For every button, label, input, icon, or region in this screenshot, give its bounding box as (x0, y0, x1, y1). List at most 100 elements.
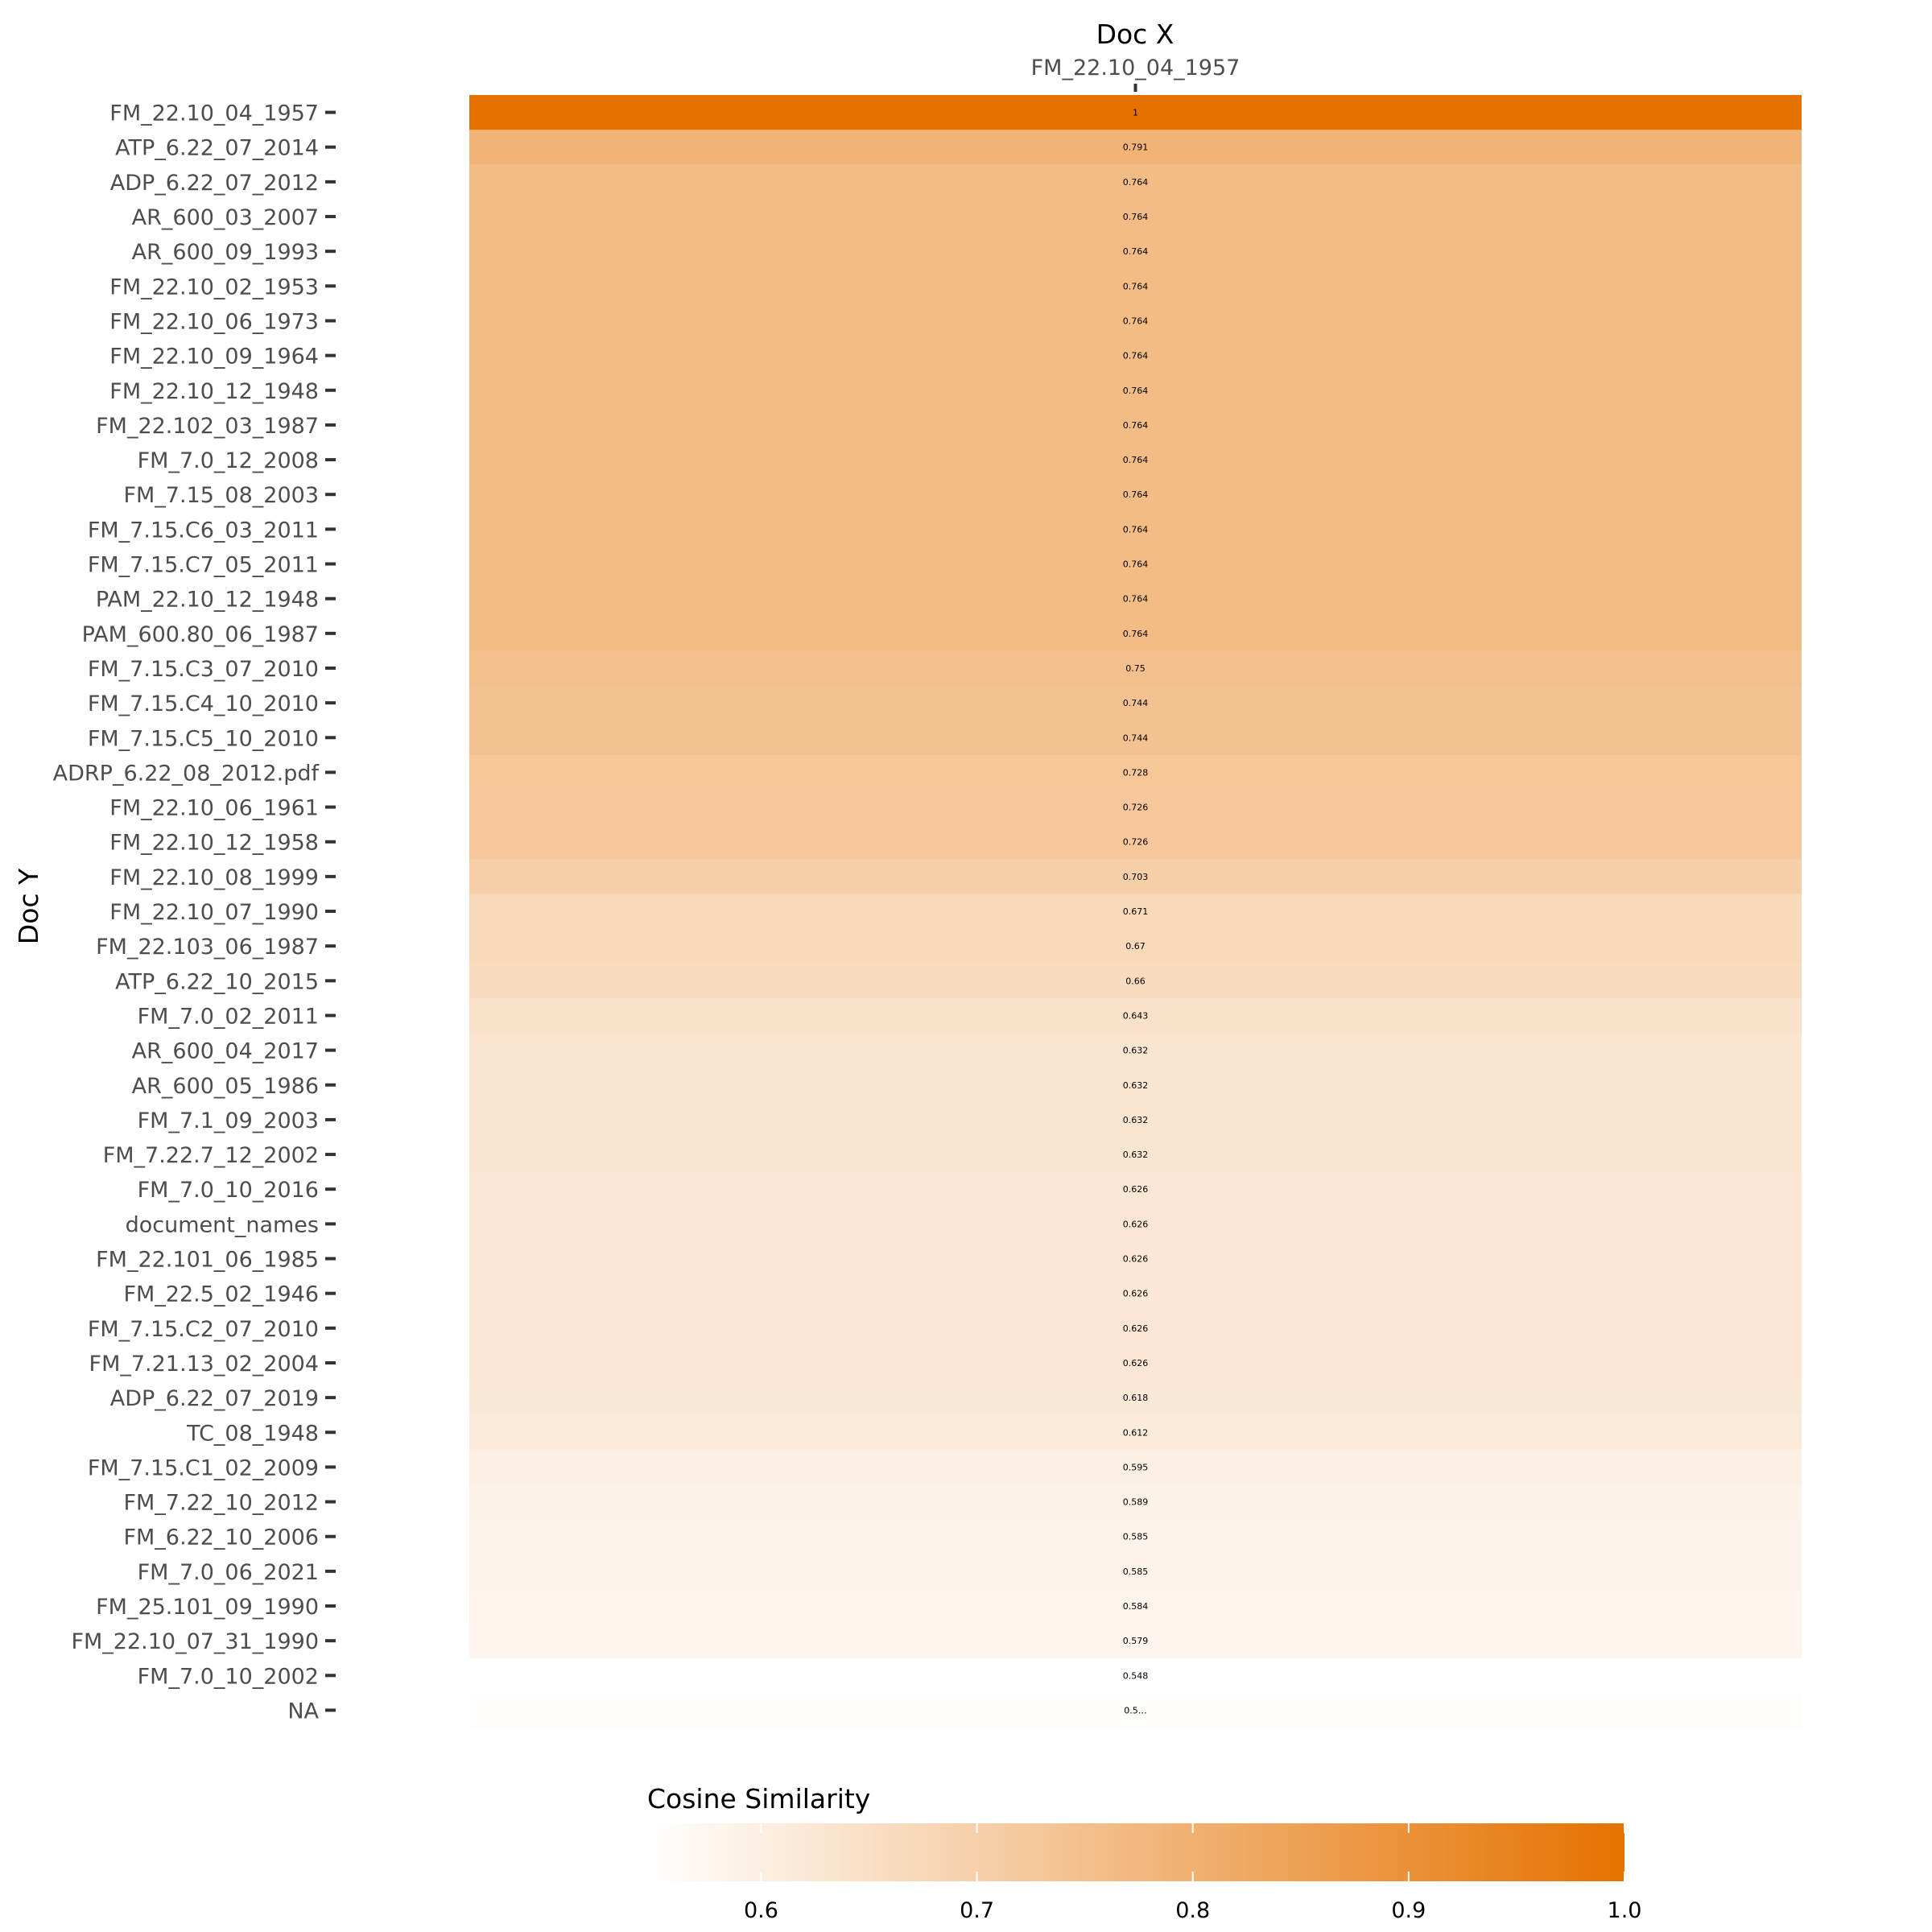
heatmap-cell (469, 859, 1802, 895)
cell-value-label: 0.632 (1123, 1046, 1149, 1056)
y-tick-label: FM_7.0_12_2008 (138, 448, 319, 473)
y-tick-label: FM_22.5_02_1946 (123, 1282, 319, 1307)
cell-value-label: 0.764 (1123, 351, 1149, 361)
cell-value-label: 0.632 (1123, 1115, 1149, 1125)
y-tick-label: ADRP_6.22_08_2012.pdf (53, 761, 320, 786)
heatmap-cell-labels: 1 0.791 0.764 0.764 0.764 0.764 0.764 0.764 0.76… (1123, 108, 1149, 1716)
heatmap-cell (469, 720, 1802, 756)
heatmap-cell (469, 1345, 1802, 1381)
cell-value-label: 0.626 (1123, 1254, 1149, 1265)
cell-value-label: 0.764 (1123, 246, 1149, 257)
heatmap-cell (469, 616, 1802, 651)
cell-value-label: 0.548 (1123, 1670, 1149, 1681)
y-tick-label: FM_7.15.C1_02_2009 (88, 1455, 319, 1480)
y-tick-label: ATP_6.22_10_2015 (115, 969, 319, 994)
heatmap-cell (469, 1623, 1802, 1659)
y-tick-label: FM_7.15.C2_07_2010 (88, 1317, 319, 1342)
heatmap-cell (469, 1102, 1802, 1138)
legend-tick-label: 0.9 (1391, 1898, 1426, 1923)
heatmap-cell (469, 511, 1802, 547)
heatmap-cell (469, 824, 1802, 860)
heatmap-cell (469, 1241, 1802, 1277)
y-tick-label: FM_22.101_06_1985 (96, 1248, 319, 1273)
heatmap-cell (469, 1380, 1802, 1416)
heatmap-cell (469, 338, 1802, 374)
legend: Cosine Similarity 0.6 0.7 0.8 0.9 1.0 (647, 1783, 1641, 1923)
cell-value-label: 0.764 (1123, 316, 1149, 326)
cell-value-label: 0.584 (1123, 1601, 1149, 1612)
cell-value-label: 0.589 (1123, 1497, 1149, 1508)
heatmap-cell (469, 130, 1802, 165)
cell-value-label: 0.744 (1123, 698, 1149, 708)
y-tick-label: PAM_600.80_06_1987 (82, 622, 319, 647)
y-tick-label: FM_22.102_03_1987 (96, 414, 319, 439)
heatmap-cell (469, 1519, 1802, 1554)
cell-value-label: 1 (1133, 108, 1138, 118)
y-axis-label: Doc Y (13, 868, 44, 944)
cell-value-label: 0.595 (1123, 1462, 1149, 1472)
y-tick-label: FM_7.0_10_2016 (138, 1178, 319, 1203)
heatmap-cell (469, 233, 1802, 270)
legend-colorbar (649, 1823, 1624, 1881)
y-tick-label: FM_7.22_10_2012 (123, 1491, 319, 1516)
cell-value-label: 0.728 (1123, 767, 1149, 778)
cell-value-label: 0.626 (1123, 1289, 1149, 1299)
heatmap-cell (469, 1067, 1802, 1103)
heatmap-cell (469, 373, 1802, 408)
y-tick-label: FM_22.10_07_31_1990 (71, 1629, 319, 1654)
y-tick-label: FM_7.15.C5_10_2010 (88, 726, 319, 751)
cell-value-label: 0.585 (1123, 1567, 1149, 1577)
cell-value-label: 0.579 (1123, 1636, 1149, 1646)
cell-value-label: 0.75 (1125, 663, 1146, 674)
legend-tick-label: 0.6 (744, 1898, 778, 1923)
legend-title: Cosine Similarity (647, 1783, 870, 1814)
y-tick-label: FM_7.0_02_2011 (138, 1004, 319, 1029)
cell-value-label: 0.618 (1123, 1393, 1149, 1403)
heatmap-cell (469, 650, 1802, 687)
heatmap-cell (469, 963, 1802, 999)
heatmap-cell (469, 1588, 1802, 1624)
cell-value-label: 0.764 (1123, 386, 1149, 396)
y-tick-label: TC_08_1948 (186, 1421, 319, 1446)
heatmap-cell (469, 442, 1802, 478)
cell-value-label: 0.5… (1124, 1705, 1147, 1715)
heatmap-cell (469, 790, 1802, 825)
heatmap-cell (469, 1171, 1802, 1208)
heatmap-cell (469, 1414, 1802, 1451)
heatmap-cell (469, 928, 1802, 964)
cell-value-label: 0.632 (1123, 1150, 1149, 1160)
cell-value-label: 0.632 (1123, 1080, 1149, 1091)
heatmap-cell (469, 1311, 1802, 1346)
y-tick-label: AR_600_04_2017 (132, 1039, 319, 1064)
heatmap-cell (469, 581, 1802, 617)
cell-value-label: 0.764 (1123, 524, 1149, 535)
y-tick-label: FM_22.10_06_1973 (109, 309, 319, 334)
heatmap-cell (469, 1657, 1802, 1694)
y-tick-label: PAM_22.10_12_1948 (96, 588, 319, 613)
y-tick-label: FM_22.10_12_1958 (109, 831, 319, 856)
y-tick-label: ADP_6.22_07_2019 (110, 1386, 319, 1411)
y-tick-label: FM_7.21.13_02_2004 (89, 1352, 319, 1377)
cell-value-label: 0.66 (1125, 976, 1146, 986)
heatmap-cells (469, 95, 1802, 1728)
cell-value-label: 0.671 (1123, 906, 1149, 917)
heatmap-cell (469, 1484, 1802, 1520)
heatmap-cell (469, 95, 1802, 130)
cell-value-label: 0.726 (1123, 803, 1149, 813)
heatmap-cell (469, 754, 1802, 791)
cell-value-label: 0.626 (1123, 1323, 1149, 1334)
cell-value-label: 0.764 (1123, 594, 1149, 605)
y-tick-label: FM_22.10_09_1964 (109, 345, 319, 369)
heatmap-cell (469, 1554, 1802, 1590)
legend-ticks: 0.6 0.7 0.8 0.9 1.0 (744, 1823, 1641, 1923)
y-tick-label: FM_7.0_06_2021 (138, 1560, 319, 1585)
legend-tick-label: 0.7 (960, 1898, 994, 1923)
y-tick-label: FM_22.10_07_1990 (109, 900, 319, 925)
cell-value-label: 0.764 (1123, 420, 1149, 431)
y-tick-label: FM_22.10_02_1953 (109, 275, 319, 299)
cell-value-label: 0.764 (1123, 629, 1149, 639)
cell-value-label: 0.626 (1123, 1358, 1149, 1368)
cell-value-label: 0.764 (1123, 489, 1149, 500)
y-tick-label: FM_7.22.7_12_2002 (103, 1143, 319, 1168)
cell-value-label: 0.612 (1123, 1427, 1149, 1438)
